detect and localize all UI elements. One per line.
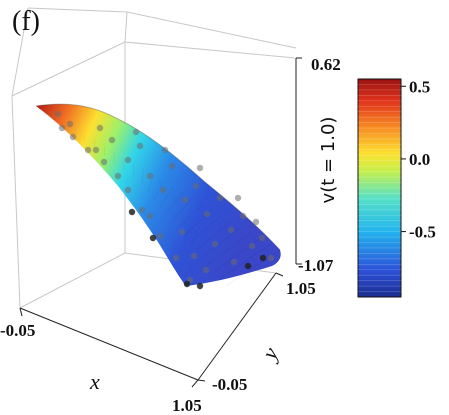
sample-point [258,234,266,242]
colorbar-gradient [357,78,402,298]
sample-point [66,120,74,128]
sample-point [239,212,247,220]
x-tick-label-max: 1.05 [172,396,202,415]
sample-point [146,172,154,180]
sample-point [54,110,62,118]
y-axis-line [197,272,277,381]
sample-point [138,206,146,214]
sample-point [136,142,144,150]
surface-face [36,104,281,287]
colorbar: 0.5 0.0 -0.5 [357,77,436,298]
sample-point [227,226,235,234]
surface-mesh [45,111,281,287]
sample-point [124,186,132,194]
sample-point [124,156,132,164]
y-tick-mark [197,379,206,382]
box-edge [19,252,126,309]
sample-point [168,162,176,170]
sample-point [128,208,136,216]
x-tick-mark [19,307,23,317]
x-axis-line [19,307,199,381]
z-tick-label-max: 0.62 [311,55,341,74]
panel-label: (f) [12,6,40,37]
sample-point [196,282,204,290]
box-edge [11,41,126,97]
surface [35,103,281,290]
y-tick-mark [275,272,284,277]
x-tick-mark [191,379,199,388]
mesh-line [201,226,242,258]
mesh-line [219,243,271,280]
colorbar-ticks: 0.5 0.0 -0.5 [401,77,436,242]
sample-point [132,128,140,136]
sample-point [216,194,224,202]
sample-point [202,266,210,274]
y-axis-label: y [256,343,284,365]
sample-point [172,254,180,262]
box-edge [11,7,29,97]
sample-point [259,254,267,262]
mesh-line [171,197,193,222]
sample-point [190,252,198,260]
tick-labels: -0.05 1.05 -0.05 1.05 0.62 -1.07 [0,55,341,415]
sample-point [114,172,122,180]
colorbar-bands [358,84,401,292]
box-edge [27,7,128,13]
sample-point [159,186,167,194]
sample-point [149,234,157,242]
sample-point [178,228,186,236]
sample-point [161,146,169,154]
mesh-line [207,232,251,265]
sample-point [203,210,211,218]
box-edge [11,95,21,309]
sample-point [58,124,66,132]
mesh-line [153,180,164,200]
mesh-line [195,220,232,251]
sample-point [146,212,154,220]
sample-point [183,280,191,288]
sample-point [92,146,100,154]
sample-point [69,133,77,141]
sample-point [84,146,92,154]
sample-point [196,164,204,172]
box-edge [126,11,297,49]
sample-point [267,254,275,262]
x-tick-label-min: -0.05 [0,321,35,340]
z-tick-label-min: -1.07 [298,256,334,275]
axis-ticks [19,57,302,388]
colorbar-tick-label: -0.5 [409,223,436,242]
sample-point [252,218,260,226]
y-tick-label-min: -0.05 [212,375,247,394]
box-edge [124,11,128,43]
sample-point [248,242,256,250]
mesh-line [159,186,173,207]
sample-point [108,136,116,144]
sample-point [230,258,238,266]
x-axis-label: x [89,369,100,394]
mesh-line [177,203,203,229]
bottom-axes [19,58,297,381]
z-axis-label: v(t = 1.0) [318,117,339,204]
sample-point [244,262,252,270]
sample-point [96,124,104,132]
sample-point [181,196,189,204]
scatter-points [54,110,275,290]
y-tick-label-max: 1.05 [286,279,316,298]
colorbar-tick-label: 0.0 [409,150,430,169]
sample-point [211,240,219,248]
box-edge [124,41,296,59]
mesh-line [165,192,183,215]
mesh-line [141,169,144,186]
sample-point [156,232,164,240]
mesh-line [189,215,222,244]
sample-point [100,158,108,166]
sample-point [192,182,200,190]
colorbar-tick-label: 0.5 [409,77,430,96]
sample-point [234,194,242,202]
